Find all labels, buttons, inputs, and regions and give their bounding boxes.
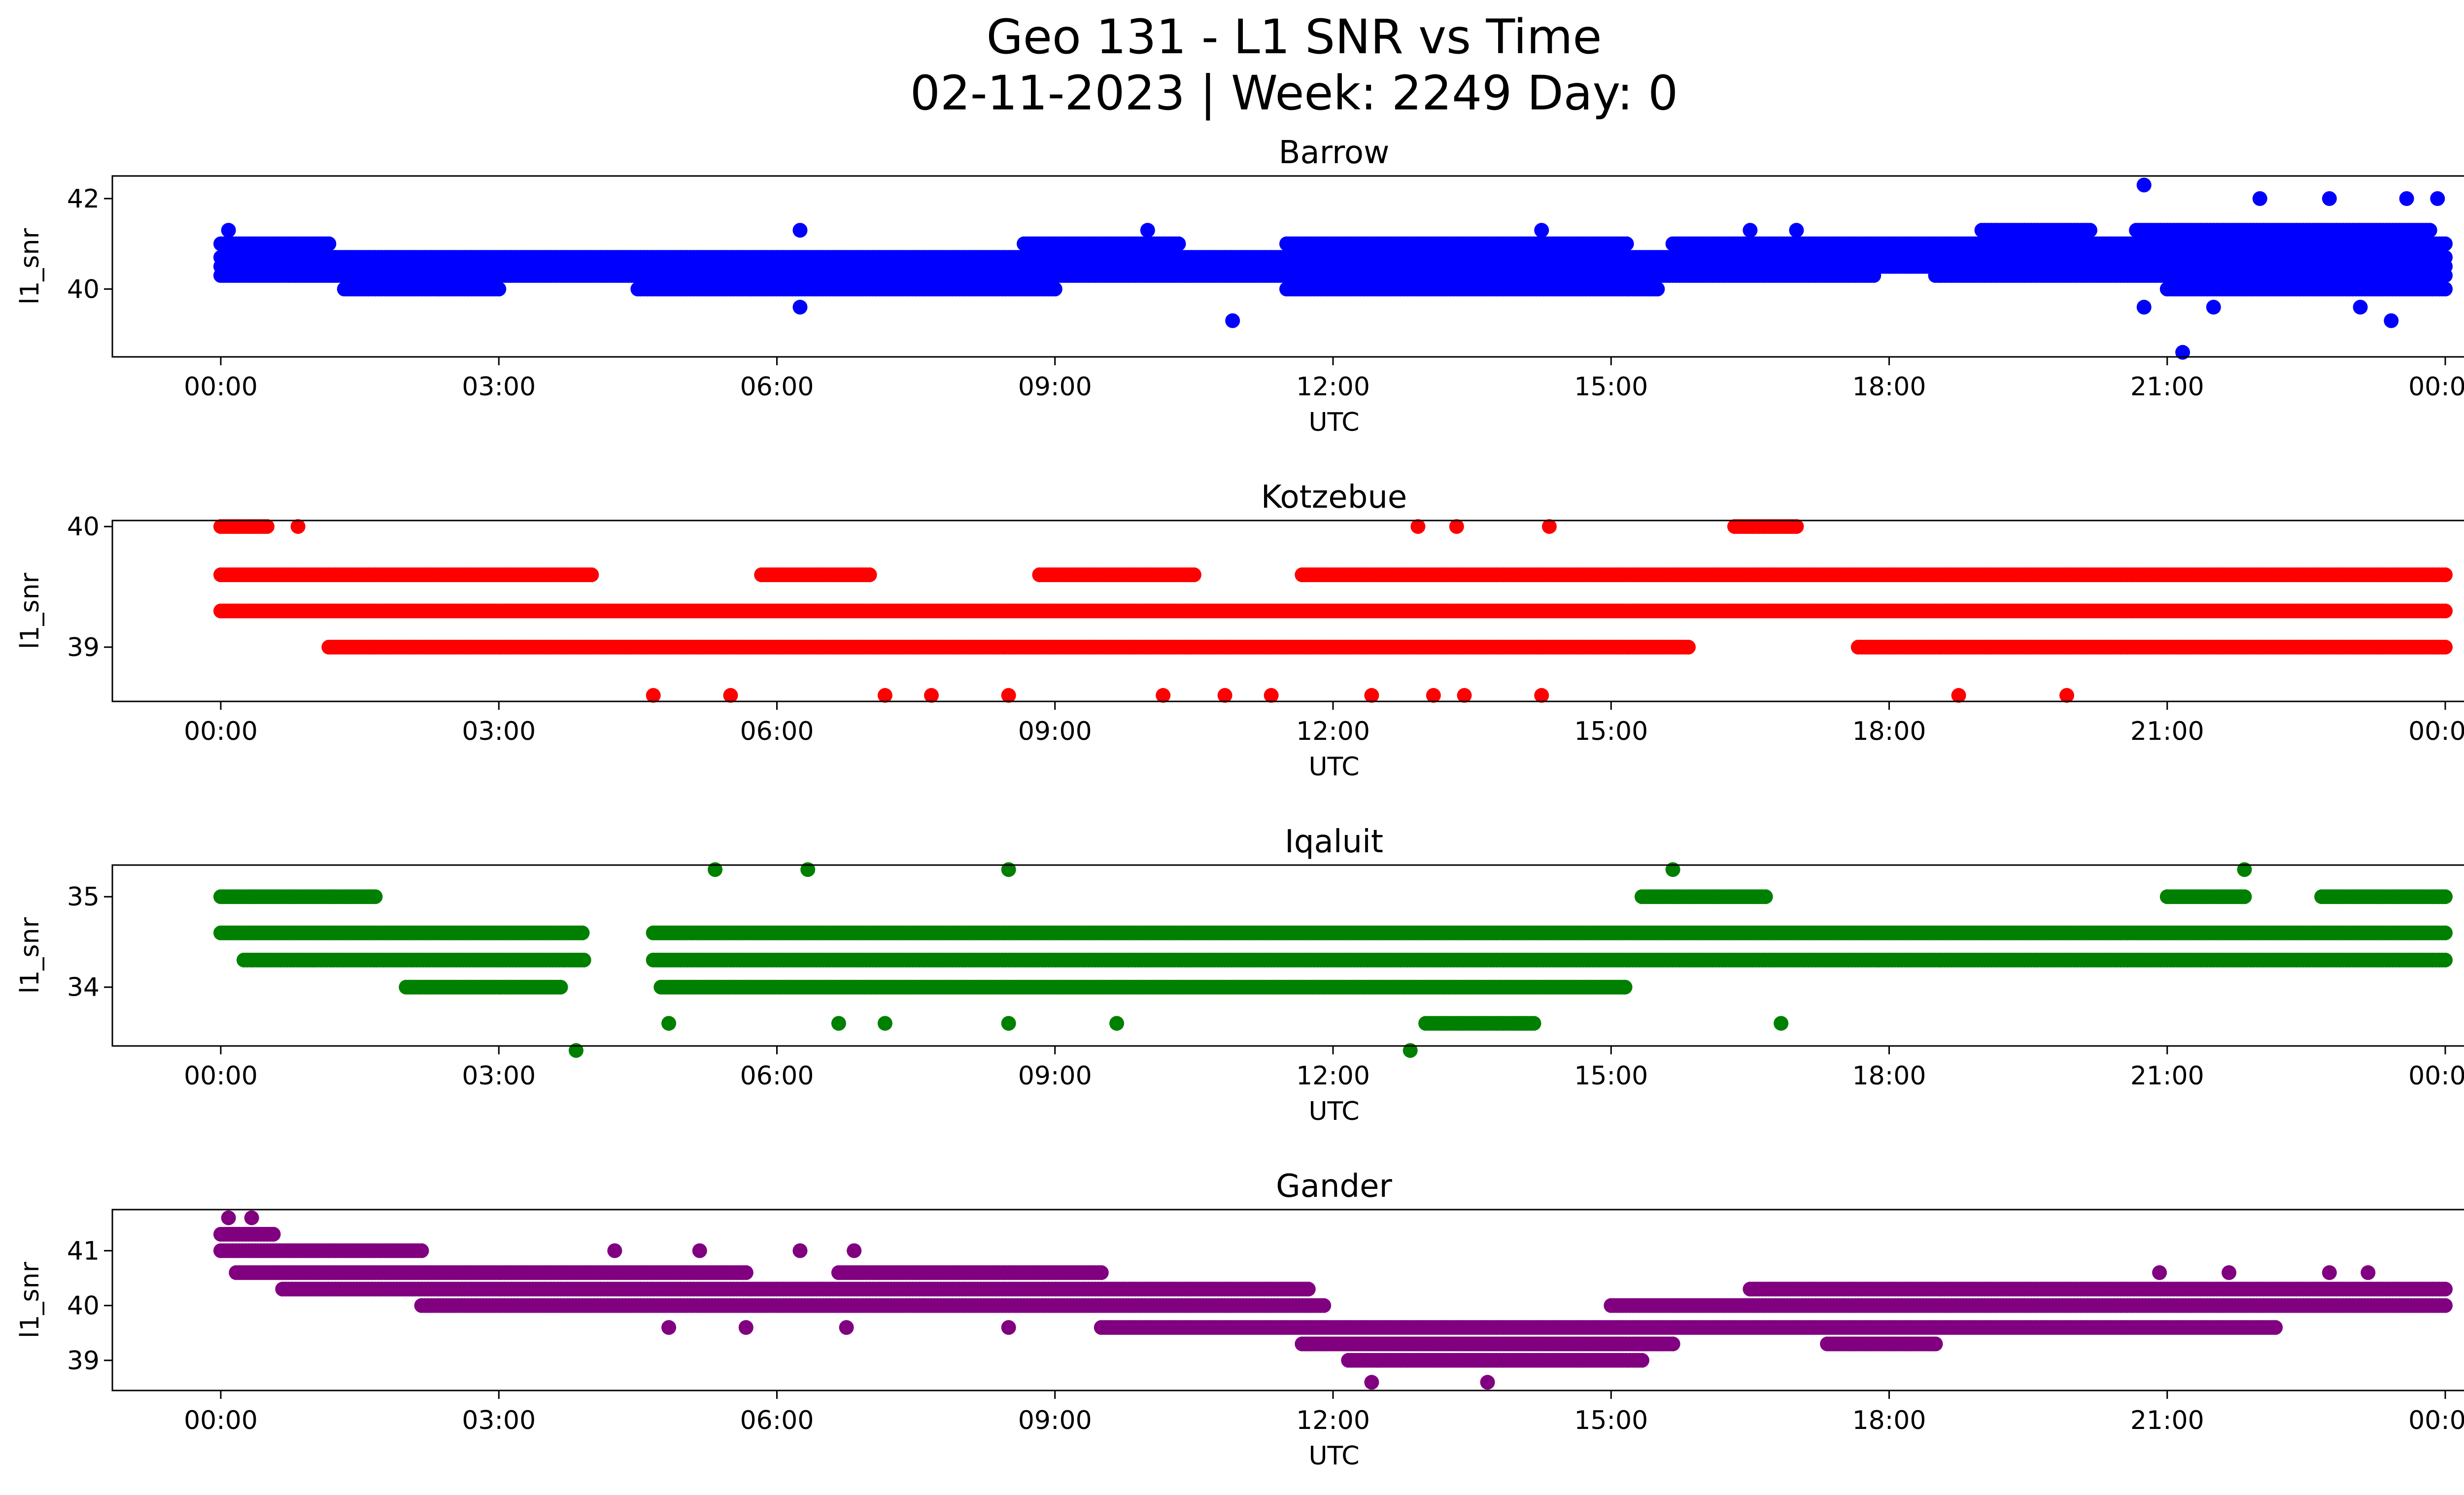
data-point <box>1225 313 1240 328</box>
y-tick-label: 40 <box>67 275 100 304</box>
x-tick-label: 15:00 <box>1574 372 1648 402</box>
figure-title-line1: Geo 131 - L1 SNR vs Time <box>987 9 1602 65</box>
x-axis-label: UTC <box>1308 408 1359 437</box>
x-tick-label: 00:00 <box>2408 372 2464 402</box>
y-axis-label: l1_snr <box>15 228 45 305</box>
x-tick-label: 18:00 <box>1852 372 1926 402</box>
x-tick-label: 06:00 <box>740 372 814 402</box>
data-point <box>1619 236 1634 251</box>
data-point <box>792 223 808 238</box>
data-point <box>1171 236 1186 251</box>
data-point <box>1866 268 1882 283</box>
subplot-title: Kotzebue <box>1261 479 1407 516</box>
data-point <box>1140 223 1155 238</box>
data-point <box>2322 191 2337 206</box>
data-point <box>1681 639 1696 655</box>
data-point <box>792 300 808 315</box>
x-tick-label: 21:00 <box>2130 372 2204 402</box>
x-tick-label: 03:00 <box>462 372 536 402</box>
data-point <box>2136 177 2152 193</box>
y-tick-label: 42 <box>67 184 100 214</box>
data-point <box>321 236 337 251</box>
data-point <box>2083 223 2097 238</box>
subplot-title: Barrow <box>1279 135 1390 171</box>
data-point <box>2353 300 2368 315</box>
data-point <box>1743 223 1758 238</box>
data-point <box>491 281 507 297</box>
data-point <box>2438 567 2453 583</box>
data-point <box>2252 191 2267 206</box>
scatter-series <box>213 177 2453 360</box>
data-point <box>221 223 236 238</box>
data-point <box>2438 281 2453 297</box>
data-point <box>2399 191 2414 206</box>
x-tick-label: 00:00 <box>184 372 258 402</box>
data-point <box>862 567 877 583</box>
data-point <box>2206 300 2221 315</box>
x-tick-label: 09:00 <box>1018 372 1092 402</box>
subplot-panels: Barrow 00:00 03:00 06:00 09:00 12:00 15:00 18:0… <box>15 135 2464 1471</box>
data-point <box>2438 268 2453 283</box>
data-point <box>1047 281 1062 297</box>
data-point <box>1789 223 1804 238</box>
data-point <box>1186 567 1201 583</box>
data-point <box>584 567 599 583</box>
data-point <box>1534 223 1549 238</box>
data-point <box>2438 603 2453 619</box>
data-point <box>2136 300 2152 315</box>
data-point <box>2438 236 2453 251</box>
subplot-barrow: Barrow 00:00 03:00 06:00 09:00 12:00 15:00 18:0… <box>15 135 2464 437</box>
figure-title-line2: 02-11-2023 | Week: 2249 Day: 0 <box>910 66 1678 121</box>
data-point <box>2422 223 2437 238</box>
x-tick-label: 12:00 <box>1296 372 1370 402</box>
data-point <box>2430 191 2445 206</box>
data-point <box>2384 313 2399 328</box>
data-point <box>1650 281 1665 297</box>
